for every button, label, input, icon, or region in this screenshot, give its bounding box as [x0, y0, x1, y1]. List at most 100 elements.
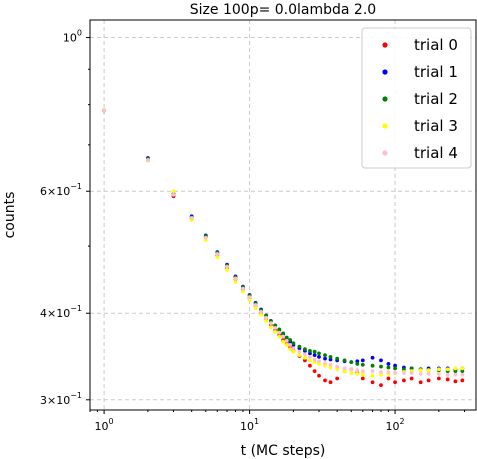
data-point-trial-4: [317, 359, 321, 364]
data-point-trial-3: [445, 367, 450, 372]
legend-label-trial-0: trial 0: [414, 36, 458, 54]
data-point-trial-4: [402, 371, 406, 375]
data-point-trial-4: [426, 371, 431, 376]
data-point-trial-0: [317, 373, 321, 378]
data-point-trial-3: [225, 267, 229, 272]
data-point-trial-2: [281, 331, 286, 336]
legend-marker-trial-4: [382, 150, 388, 156]
data-point-trial-4: [253, 303, 258, 307]
data-point-trial-2: [303, 347, 307, 352]
y-tick-label: 6×10−1: [40, 182, 82, 198]
data-point-trial-4: [323, 361, 327, 365]
data-point-trial-3: [215, 255, 220, 260]
legend-label-trial-3: trial 3: [414, 117, 458, 135]
data-point-trial-1: [323, 356, 327, 361]
data-point-trial-1: [355, 359, 360, 364]
data-point-trial-1: [360, 358, 365, 363]
data-point-trial-0: [402, 378, 406, 383]
data-point-trial-0: [379, 383, 383, 388]
data-point-trial-3: [233, 279, 238, 284]
legend-frame: [361, 27, 472, 169]
data-point-trial-0: [426, 378, 431, 383]
data-point-trial-4: [259, 309, 263, 314]
y-tick-label: 4×10−1: [40, 304, 82, 320]
data-point-trial-4: [225, 264, 229, 269]
data-point-trial-2: [312, 349, 317, 354]
data-point-trial-2: [317, 351, 321, 356]
data-point-trial-2: [284, 335, 289, 340]
data-point-trial-3: [328, 365, 333, 370]
legend-label-trial-1: trial 1: [414, 63, 458, 81]
data-point-trial-1: [393, 363, 397, 368]
y-tick-label: 3×10−1: [40, 391, 82, 407]
data-point-trial-4: [291, 346, 296, 351]
data-point-trial-1: [370, 355, 375, 360]
data-point-trial-3: [273, 329, 278, 334]
data-point-trial-4: [303, 352, 307, 357]
data-point-trial-4: [436, 371, 441, 376]
x-tick-label: 102: [386, 417, 405, 433]
data-point-trial-3: [241, 289, 245, 294]
y-axis-label: counts: [2, 192, 18, 239]
legend-marker-trial-3: [382, 123, 388, 129]
data-point-trial-2: [453, 369, 458, 374]
data-point-trial-2: [288, 338, 293, 342]
data-point-trial-4: [379, 370, 383, 374]
data-point-trial-3: [264, 318, 269, 323]
data-point-trial-4: [288, 343, 293, 347]
data-point-trial-4: [215, 252, 220, 256]
data-point-trial-4: [233, 276, 238, 281]
data-point-trial-4: [460, 372, 465, 377]
y-axis-ticks: 100 6×10−1 4×10−1 3×10−1: [40, 29, 90, 407]
data-point-trial-0: [360, 376, 365, 381]
data-point-trial-3: [297, 353, 302, 358]
data-point-trial-1: [386, 362, 391, 366]
data-point-trial-3: [291, 349, 296, 354]
data-points: [102, 108, 465, 388]
data-point-trial-0: [328, 380, 333, 385]
data-point-trial-3: [259, 312, 263, 317]
data-point-trial-0: [409, 376, 414, 381]
data-point-trial-3: [379, 372, 383, 377]
data-point-trial-0: [335, 376, 340, 381]
x-tick-label: 100: [95, 417, 114, 433]
data-point-trial-4: [328, 362, 333, 367]
data-point-trial-3: [253, 306, 258, 310]
data-point-trial-0: [445, 377, 450, 382]
data-point-trial-4: [171, 192, 176, 197]
data-point-trial-4: [284, 338, 289, 343]
data-point-trial-4: [335, 364, 340, 369]
data-point-trial-2: [370, 363, 375, 368]
data-point-trial-4: [277, 330, 282, 335]
data-point-trial-2: [328, 354, 333, 359]
data-point-trial-4: [360, 369, 365, 374]
data-point-trial-3: [268, 325, 273, 329]
y-tick-label: 100: [63, 29, 82, 45]
data-point-trial-4: [102, 108, 106, 113]
data-point-trial-4: [393, 371, 397, 375]
data-point-trial-4: [312, 357, 317, 362]
data-point-trial-2: [335, 356, 340, 361]
data-point-trial-3: [342, 369, 347, 374]
data-point-trial-0: [303, 358, 307, 363]
data-point-trial-3: [349, 371, 354, 375]
data-point-trial-4: [189, 216, 194, 220]
data-point-trial-3: [171, 189, 176, 194]
data-point-trial-2: [409, 366, 414, 371]
data-point-trial-4: [409, 371, 414, 375]
data-point-trial-3: [355, 371, 360, 376]
data-point-trial-4: [203, 235, 208, 240]
data-point-trial-3: [360, 372, 365, 377]
legend-label-trial-2: trial 2: [414, 90, 458, 108]
data-point-trial-3: [284, 343, 289, 347]
data-point-trial-3: [418, 368, 423, 373]
data-point-trial-4: [386, 370, 391, 374]
data-point-trial-2: [402, 367, 406, 372]
data-point-trial-4: [349, 367, 354, 372]
data-point-trial-1: [312, 353, 317, 358]
data-point-trial-0: [453, 379, 458, 384]
data-point-trial-2: [349, 360, 354, 365]
data-point-trial-3: [247, 298, 252, 302]
data-point-trial-3: [281, 339, 286, 344]
